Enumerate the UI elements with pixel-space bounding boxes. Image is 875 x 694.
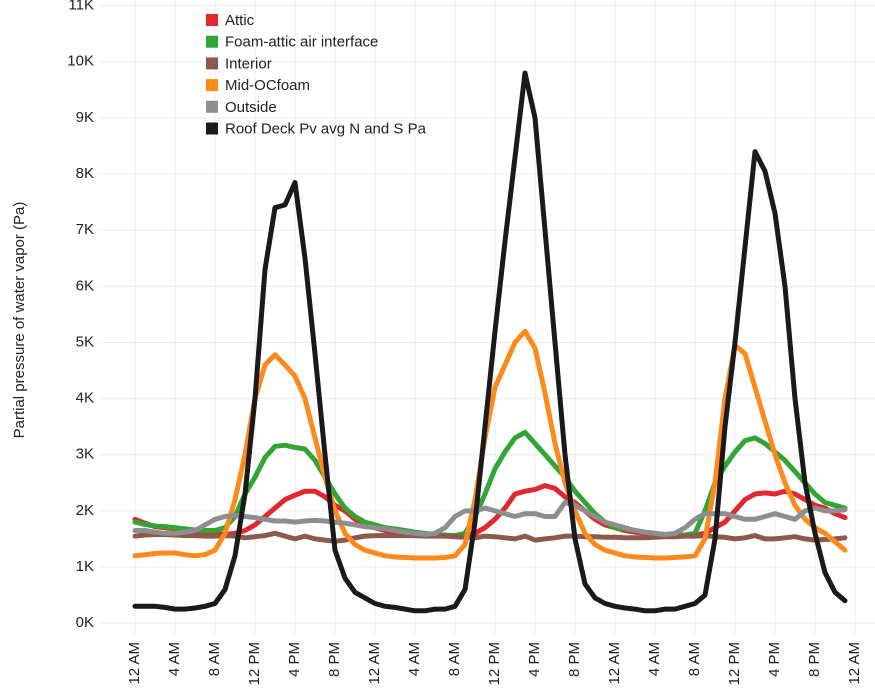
x-tick-label: 12 AM bbox=[366, 642, 383, 685]
series-line bbox=[132, 483, 848, 539]
x-tick-label: 4 AM bbox=[406, 642, 423, 676]
x-tick-label: 8 AM bbox=[206, 642, 223, 676]
legend-swatch bbox=[206, 79, 218, 92]
legend-label: Attic bbox=[225, 12, 255, 29]
x-tick-label: 12 AM bbox=[126, 642, 143, 685]
x-tick-label: 4 PM bbox=[526, 642, 543, 677]
legend-swatch bbox=[206, 100, 218, 113]
legend-label: Mid-OCfoam bbox=[225, 77, 310, 94]
legend-label: Interior bbox=[225, 55, 272, 72]
y-tick-label: 7K bbox=[76, 221, 94, 238]
y-tick-label: 3K bbox=[76, 446, 94, 463]
legend-label: Outside bbox=[225, 99, 277, 116]
legend-label: Foam-attic air interface bbox=[225, 34, 378, 51]
x-tick-label: 4 PM bbox=[286, 642, 303, 677]
series-line bbox=[132, 500, 848, 537]
series-line bbox=[132, 530, 848, 544]
x-tick-label: 8 AM bbox=[686, 642, 703, 676]
x-tick-label: 8 AM bbox=[446, 642, 463, 676]
x-tick-label: 12 PM bbox=[726, 642, 743, 685]
series-line bbox=[132, 70, 848, 614]
x-tick-label: 12 AM bbox=[606, 642, 623, 685]
x-tick-label: 4 PM bbox=[766, 642, 783, 677]
y-tick-label: 4K bbox=[76, 390, 94, 407]
legend-swatch bbox=[206, 14, 218, 26]
y-tick-label: 10K bbox=[67, 53, 94, 70]
y-tick-label: 11K bbox=[68, 0, 94, 14]
legend-swatch bbox=[206, 57, 218, 70]
y-tick-label: 9K bbox=[76, 109, 94, 126]
x-tick-label: 4 AM bbox=[646, 642, 663, 676]
y-tick-label: 0K bbox=[76, 614, 94, 631]
y-tick-label: 5K bbox=[76, 333, 94, 350]
y-axis-label: Partial pressure of water vapor (Pa) bbox=[11, 202, 28, 439]
x-tick-label: 12 AM bbox=[846, 642, 863, 685]
x-tick-label: 4 AM bbox=[166, 642, 183, 676]
x-tick-label: 8 PM bbox=[326, 642, 343, 677]
y-tick-label: 8K bbox=[76, 165, 94, 182]
y-tick-label: 1K bbox=[76, 558, 94, 575]
x-tick-label: 8 PM bbox=[806, 642, 823, 677]
legend-swatch bbox=[206, 122, 218, 135]
legend-label: Roof Deck Pv avg N and S Pa bbox=[225, 120, 427, 137]
y-tick-label: 2K bbox=[76, 502, 94, 519]
y-tick-label: 6K bbox=[76, 277, 94, 294]
x-tick-label: 8 PM bbox=[566, 642, 583, 677]
legend-swatch bbox=[206, 35, 218, 48]
x-tick-label: 12 PM bbox=[246, 642, 263, 685]
x-tick-label: 12 PM bbox=[486, 642, 503, 685]
series-line bbox=[132, 429, 848, 539]
